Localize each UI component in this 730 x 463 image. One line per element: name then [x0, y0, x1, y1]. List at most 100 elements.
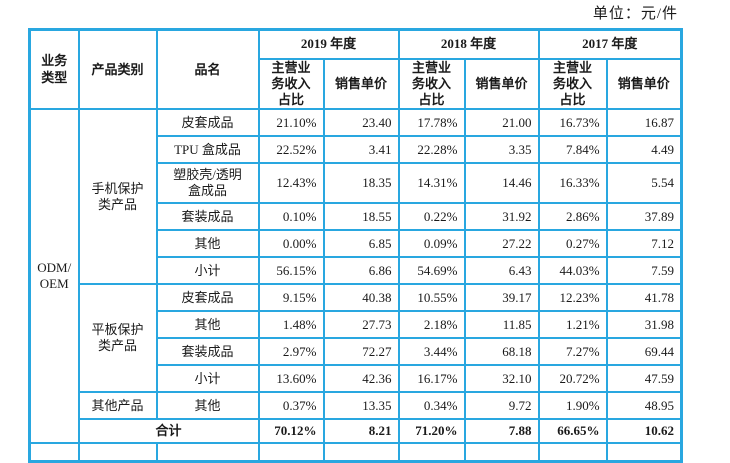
revenue-share-cell: 0.34%: [397, 391, 466, 421]
subtotal-label-cell: 小计: [155, 256, 260, 286]
revenue-share-cell: 2.18%: [397, 310, 466, 340]
header-business-type: 业务 类型: [28, 28, 80, 111]
unit-price-cell: 39.17: [463, 283, 540, 313]
unit-price-cell: 14.46: [463, 162, 540, 205]
table-row: 平板保护 类产品 皮套成品 9.15% 40.38 10.55% 39.17 1…: [30, 283, 683, 394]
unit-price-cell: 37.89: [605, 202, 683, 232]
partial-cell: [28, 442, 80, 463]
unit-price-cell: 72.27: [322, 337, 400, 367]
revenue-share-cell: 22.52%: [257, 135, 325, 165]
unit-price-cell: 32.10: [463, 364, 540, 394]
table-row: 其他 0.00% 6.85 0.09% 27.22 0.27% 7.12: [30, 229, 683, 259]
partial-cell: [605, 442, 683, 463]
product-name-cell: 其他: [155, 310, 260, 340]
unit-price-cell: 27.73: [322, 310, 400, 340]
partial-cell: [77, 442, 158, 463]
product-name-cell: TPU 盒成品: [155, 135, 260, 165]
unit-price-cell: 7.12: [605, 229, 683, 259]
revenue-share-cell: 9.15%: [257, 283, 325, 313]
product-name-cell: 套装成品: [155, 337, 260, 367]
revenue-share-cell: 14.31%: [397, 162, 466, 205]
revenue-share-cell: 0.37%: [257, 391, 325, 421]
header-product-category: 产品类别: [77, 28, 158, 111]
revenue-share-cell: 22.28%: [397, 135, 466, 165]
revenue-share-cell: 44.03%: [537, 256, 608, 286]
revenue-share-cell: 12.43%: [257, 162, 325, 205]
partial-cell: [463, 442, 540, 463]
revenue-share-cell: 16.17%: [397, 364, 466, 394]
unit-price-cell: 7.59: [605, 256, 683, 286]
header-year-2019: 2019 年度: [257, 28, 400, 60]
revenue-share-cell: 2.97%: [257, 337, 325, 367]
unit-price-cell: 4.49: [605, 135, 683, 165]
revenue-share-cell: 10.55%: [397, 283, 466, 313]
unit-price-cell: 3.41: [322, 135, 400, 165]
product-name-cell: 套装成品: [155, 202, 260, 232]
table-row: TPU 盒成品 22.52% 3.41 22.28% 3.35 7.84% 4.…: [30, 135, 683, 165]
partial-cell: [537, 442, 608, 463]
unit-price-cell: 3.35: [463, 135, 540, 165]
total-unit-price-cell: 10.62: [605, 418, 683, 445]
revenue-share-cell: 17.78%: [397, 108, 466, 138]
revenue-share-cell: 7.84%: [537, 135, 608, 165]
product-name-cell: 皮套成品: [155, 108, 260, 138]
unit-price-cell: 13.35: [322, 391, 400, 421]
unit-price-cell: 69.44: [605, 337, 683, 367]
partial-cell: [322, 442, 400, 463]
header-product-name: 品名: [155, 28, 260, 111]
total-revenue-share-cell: 66.65%: [537, 418, 608, 445]
table-row: 其他 1.48% 27.73 2.18% 11.85 1.21% 31.98: [30, 310, 683, 340]
unit-price-cell: 23.40: [322, 108, 400, 138]
revenue-share-cell: 1.48%: [257, 310, 325, 340]
revenue-share-cell: 13.60%: [257, 364, 325, 394]
unit-price-cell: 18.55: [322, 202, 400, 232]
partial-cell: [155, 442, 260, 463]
partial-row: [28, 442, 683, 463]
unit-price-cell: 6.86: [322, 256, 400, 286]
header-year-2018: 2018 年度: [397, 28, 540, 60]
product-name-cell: 其他: [155, 229, 260, 259]
unit-price-cell: 42.36: [322, 364, 400, 394]
revenue-share-cell: 54.69%: [397, 256, 466, 286]
total-label-cell: 合计: [77, 418, 260, 445]
revenue-share-cell: 0.10%: [257, 202, 325, 232]
revenue-share-cell: 16.73%: [537, 108, 608, 138]
table-row: 其他产品 其他 0.37% 13.35 0.34% 9.72 1.90% 48.…: [30, 391, 683, 421]
revenue-share-cell: 20.72%: [537, 364, 608, 394]
unit-price-cell: 27.22: [463, 229, 540, 259]
revenue-share-cell: 1.90%: [537, 391, 608, 421]
unit-label: 单位：元/件: [592, 6, 678, 22]
category-cell-other: 其他产品: [77, 391, 158, 421]
unit-price-cell: 41.78: [605, 283, 683, 313]
unit-price-cell: 18.35: [322, 162, 400, 205]
header-unit-price-2019: 销售单价: [322, 57, 400, 111]
revenue-share-cell: 16.33%: [537, 162, 608, 205]
revenue-share-cell: 0.22%: [397, 202, 466, 232]
table-row: ODM/ OEM 手机保护 类产品 皮套成品 21.10% 23.40 17.7…: [28, 108, 683, 445]
partial-cell: [397, 442, 466, 463]
unit-price-cell: 48.95: [605, 391, 683, 421]
product-name-cell: 其他: [155, 391, 260, 421]
unit-price-cell: 31.92: [463, 202, 540, 232]
table-row: 套装成品 2.97% 72.27 3.44% 68.18 7.27% 69.44: [30, 337, 683, 367]
product-name-cell: 塑胶壳/透明 盒成品: [155, 162, 260, 205]
total-row: 合计 70.12% 8.21 71.20% 7.88 66.65% 10.62: [30, 418, 683, 445]
unit-price-cell: 47.59: [605, 364, 683, 394]
table-row: 套装成品 0.10% 18.55 0.22% 31.92 2.86% 37.89: [30, 202, 683, 232]
revenue-share-cell: 0.00%: [257, 229, 325, 259]
table-row: 塑胶壳/透明 盒成品 12.43% 18.35 14.31% 14.46 16.…: [30, 162, 683, 205]
unit-price-cell: 16.87: [605, 108, 683, 138]
revenue-share-cell: 0.27%: [537, 229, 608, 259]
header-unit-price-2018: 销售单价: [463, 57, 540, 111]
revenue-share-cell: 12.23%: [537, 283, 608, 313]
total-revenue-share-cell: 71.20%: [397, 418, 466, 445]
partial-cell: [257, 442, 325, 463]
revenue-share-cell: 7.27%: [537, 337, 608, 367]
header-revenue-share-2018: 主营业 务收入 占比: [397, 57, 466, 111]
revenue-share-cell: 2.86%: [537, 202, 608, 232]
total-unit-price-cell: 7.88: [463, 418, 540, 445]
revenue-share-cell: 56.15%: [257, 256, 325, 286]
total-unit-price-cell: 8.21: [322, 418, 400, 445]
product-name-cell: 皮套成品: [155, 283, 260, 313]
table-row: 小计 56.15% 6.86 54.69% 6.43 44.03% 7.59: [30, 256, 683, 286]
